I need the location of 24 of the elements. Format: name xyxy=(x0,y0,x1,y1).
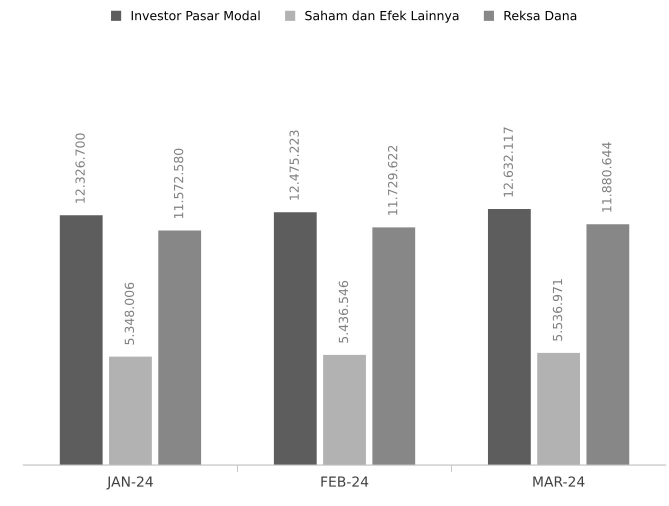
x-tick-label: FEB-24 xyxy=(321,476,368,487)
bar xyxy=(586,224,630,466)
data-label: 11.880.644 xyxy=(602,142,612,212)
data-label: 12.326.700 xyxy=(75,133,85,203)
x-tick-label: MAR-24 xyxy=(533,476,584,487)
data-label: 12.475.223 xyxy=(289,130,299,200)
legend-label: Saham dan Efek Lainnya xyxy=(305,10,458,23)
legend-label: Investor Pasar Modal xyxy=(132,10,260,20)
bar xyxy=(488,209,531,466)
data-label: 5.536.971 xyxy=(552,279,562,341)
bar xyxy=(274,212,317,466)
bar xyxy=(60,215,103,466)
data-label: 5.348.006 xyxy=(124,282,134,345)
bar xyxy=(372,227,416,466)
legend-label: Reksa Dana xyxy=(504,10,576,20)
data-label: 5.436.546 xyxy=(338,280,348,343)
bar xyxy=(537,352,580,466)
x-tick-label: JAN-24 xyxy=(106,476,153,490)
bar xyxy=(158,230,202,466)
data-label: 12.632.117 xyxy=(504,127,514,197)
bar xyxy=(323,354,366,466)
data-label: 11.572.580 xyxy=(174,148,184,218)
bar xyxy=(109,356,152,466)
data-label: 11.729.622 xyxy=(388,146,398,215)
